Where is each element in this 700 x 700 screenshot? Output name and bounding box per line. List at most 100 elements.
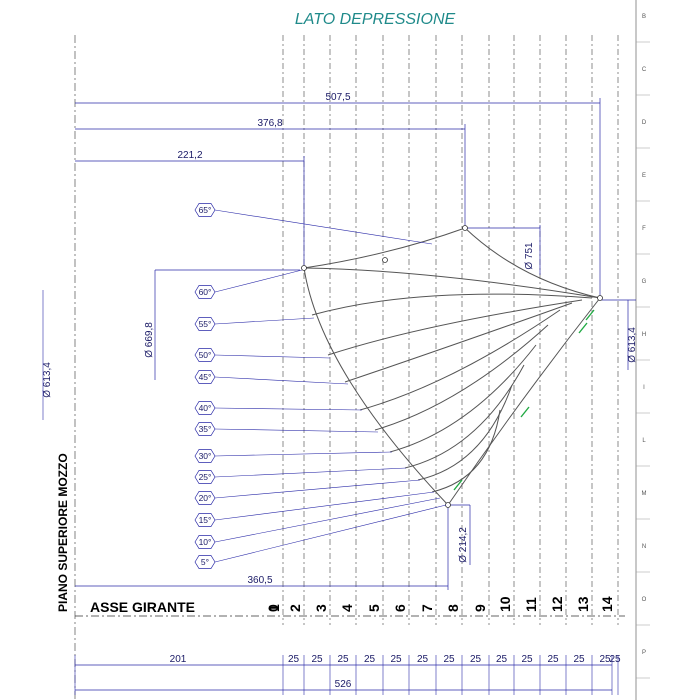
angle-leader bbox=[214, 269, 303, 293]
chain-spacing-7: 25 bbox=[470, 654, 482, 665]
angle-tag bbox=[194, 513, 216, 527]
station-number-7: 7 bbox=[419, 604, 435, 612]
chain-spacing-10: 25 bbox=[547, 654, 559, 665]
dim-526: 526 bbox=[335, 679, 352, 690]
station-lines bbox=[282, 35, 619, 625]
green-mark bbox=[520, 406, 530, 418]
chain-spacing-3: 25 bbox=[364, 654, 376, 665]
contour-30 bbox=[389, 344, 537, 453]
angle-tag bbox=[194, 401, 216, 415]
diameter-669: Ø 669,8 bbox=[144, 322, 155, 358]
frame-letter-9: M bbox=[642, 491, 647, 497]
frame-letter-6: H bbox=[642, 332, 646, 338]
frame-letter-7: I bbox=[643, 385, 645, 391]
contour-node bbox=[382, 257, 388, 263]
contour-35 bbox=[374, 324, 549, 431]
angle-leader bbox=[214, 497, 441, 543]
angle-tag bbox=[194, 370, 216, 384]
frame-letter-0: B bbox=[642, 14, 646, 20]
station-number-5: 5 bbox=[366, 604, 382, 612]
angle-label-0: 65° bbox=[194, 203, 433, 245]
station-number-6: 6 bbox=[392, 604, 408, 612]
angle-label-2: 55° bbox=[194, 317, 315, 331]
angle-tag bbox=[194, 285, 216, 299]
dim-221: 221,2 bbox=[177, 150, 202, 161]
station-number-0: 0 bbox=[265, 604, 281, 612]
angle-leader bbox=[214, 504, 447, 563]
axis-label: ASSE GIRANTE bbox=[90, 599, 195, 615]
angle-text: 55° bbox=[199, 319, 212, 329]
station-number-10: 10 bbox=[497, 596, 513, 612]
angle-leader bbox=[214, 354, 331, 359]
contour-25 bbox=[404, 364, 525, 469]
chain-spacing-5: 25 bbox=[417, 654, 429, 665]
angle-text: 50° bbox=[199, 350, 212, 360]
blade-tip-edge bbox=[464, 227, 601, 299]
drawing-title: LATO DEPRESSIONE bbox=[295, 11, 456, 28]
frame-letter-5: G bbox=[642, 279, 647, 285]
green-mark bbox=[453, 479, 463, 491]
angle-tag bbox=[194, 470, 216, 484]
angle-text: 25° bbox=[199, 472, 212, 482]
station-number-8: 8 bbox=[445, 604, 461, 612]
contour-55 bbox=[311, 293, 593, 316]
station-number-11: 11 bbox=[523, 597, 539, 612]
angle-label-10: 15° bbox=[194, 491, 435, 527]
station-number-14: 14 bbox=[599, 596, 615, 612]
frame-edge-letters: B C D E F G H I L M N O P bbox=[636, 14, 650, 679]
contour-45 bbox=[344, 302, 573, 383]
angle-tag bbox=[194, 449, 216, 463]
chain-spacing-1: 25 bbox=[311, 654, 323, 665]
angle-label-12: 5° bbox=[194, 504, 447, 569]
angle-leader bbox=[214, 428, 379, 433]
station-number-12: 12 bbox=[549, 596, 565, 612]
station-number-1: 1 bbox=[266, 604, 282, 612]
chain-spacing-2: 25 bbox=[337, 654, 349, 665]
angle-tag bbox=[194, 535, 216, 549]
angle-text: 60° bbox=[199, 287, 212, 297]
frame-letter-11: O bbox=[642, 597, 647, 603]
frame-letter-8: L bbox=[642, 438, 646, 444]
angle-label-1: 60° bbox=[194, 269, 303, 299]
angle-leader bbox=[214, 376, 349, 385]
angle-leader bbox=[214, 491, 435, 521]
dim-376: 376,8 bbox=[257, 118, 282, 129]
blade-contours bbox=[301, 225, 603, 508]
station-number-4: 4 bbox=[339, 604, 355, 612]
contour-65 bbox=[303, 227, 466, 269]
angle-text: 30° bbox=[199, 451, 212, 461]
frame-letter-10: N bbox=[642, 544, 646, 550]
dim-360: 360,5 bbox=[247, 575, 272, 586]
angle-tag bbox=[194, 555, 216, 569]
blade-trailing-edge bbox=[447, 297, 601, 506]
frame-letter-2: D bbox=[642, 120, 647, 126]
angle-leader bbox=[214, 467, 407, 478]
angle-text: 40° bbox=[199, 403, 212, 413]
diameter-613: Ø 613,4 bbox=[627, 327, 638, 363]
contour-node bbox=[301, 265, 307, 271]
angle-text: 10° bbox=[199, 537, 212, 547]
chain-spacing-6: 25 bbox=[443, 654, 455, 665]
station-number-9: 9 bbox=[472, 604, 488, 612]
contour-50 bbox=[327, 299, 583, 356]
green-mark bbox=[578, 322, 588, 334]
diameter-751: Ø 751 bbox=[524, 242, 535, 270]
angle-leader bbox=[214, 209, 433, 245]
angle-labels: 65° 60° 55° 50° 45° 40° 35° 30° 25° 20° 15° 10° 5° bbox=[194, 203, 447, 569]
angle-text: 45° bbox=[199, 372, 212, 382]
station-numbers: 01 2 3 4 5 6 7 8 9 10 11 12 13 14 bbox=[265, 596, 615, 612]
chain-spacing-0: 25 bbox=[288, 654, 300, 665]
angle-tag bbox=[194, 491, 216, 505]
angle-text: 20° bbox=[199, 493, 212, 503]
angle-leader bbox=[214, 451, 393, 457]
angle-label-8: 25° bbox=[194, 467, 407, 484]
diameter-leaders bbox=[154, 225, 636, 565]
contour-15 bbox=[431, 409, 501, 493]
angle-label-3: 50° bbox=[194, 348, 331, 362]
frame-letter-4: F bbox=[642, 226, 646, 232]
angle-label-5: 40° bbox=[194, 401, 363, 415]
angle-leader bbox=[214, 317, 315, 325]
contour-node bbox=[462, 225, 468, 231]
station-number-13: 13 bbox=[575, 596, 591, 612]
